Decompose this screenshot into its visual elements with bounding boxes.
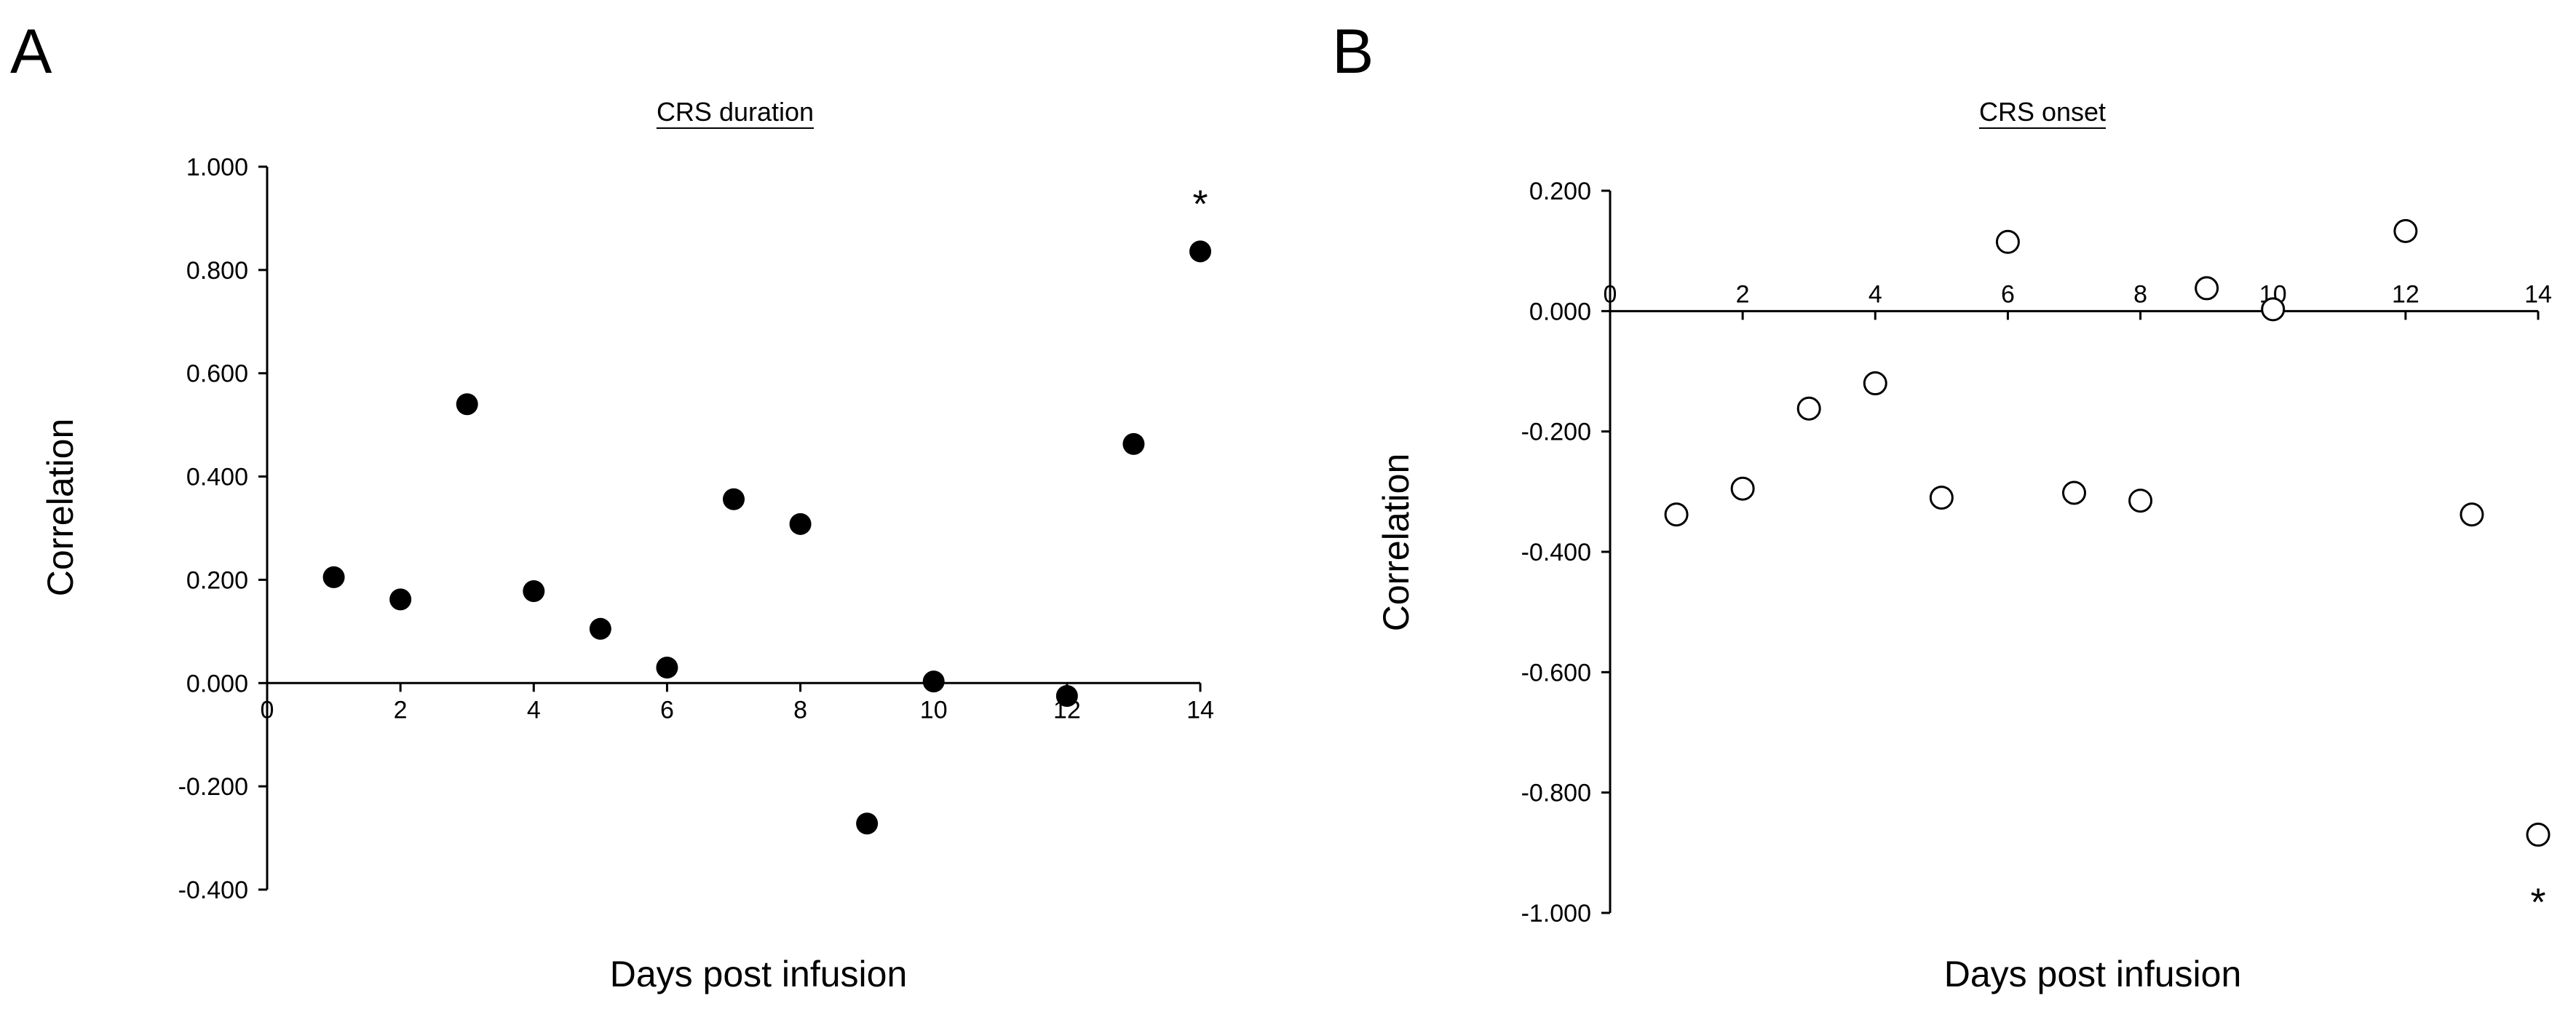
data-point-a (523, 580, 545, 603)
panel-b: B CRS onset Correlation Days post infusi… (1332, 17, 2552, 994)
chart-title-a: CRS duration (657, 97, 814, 127)
panel-a: A CRS duration Correlation Days post inf… (10, 17, 1214, 994)
data-point-b (2393, 218, 2418, 243)
y-tick-label-b: -0.400 (1521, 539, 1591, 566)
y-axis-title-b: Correlation (1376, 454, 1416, 632)
x-tick-label-a: 10 (920, 696, 948, 724)
data-point-b (2261, 297, 2286, 322)
x-tick-label-a: 14 (1186, 696, 1214, 724)
data-point-a (589, 617, 611, 640)
data-point-a (789, 513, 812, 535)
data-point-b (1995, 229, 2020, 254)
y-tick-label-b: 0.200 (1529, 178, 1591, 205)
x-tick-label-a: 6 (660, 696, 674, 724)
data-point-a (1122, 432, 1145, 455)
x-tick-label-a: 4 (527, 696, 541, 724)
y-tick-label-b: 0.000 (1529, 298, 1591, 325)
panel-label-a: A (10, 17, 52, 87)
data-point-a (922, 670, 945, 693)
y-tick-label-a: 0.400 (186, 464, 248, 491)
data-point-a (1055, 685, 1078, 708)
data-point-a (656, 657, 678, 679)
y-tick-label-a: 0.200 (186, 566, 248, 594)
x-tick-label-a: 0 (261, 696, 274, 724)
x-tick-label-a: 2 (394, 696, 408, 724)
y-tick-label-b: -1.000 (1521, 900, 1591, 927)
data-point-b (1730, 476, 1755, 501)
significance-marker-b: * (2530, 880, 2545, 924)
data-point-a (1189, 240, 1211, 263)
x-axis-title-b: Days post infusion (1944, 954, 2242, 994)
y-tick-label-a: -0.400 (178, 877, 248, 904)
x-axis-title-a: Days post infusion (610, 954, 908, 994)
y-tick-label-a: 1.000 (186, 154, 248, 181)
data-point-b (1796, 396, 1821, 421)
data-point-b (2062, 480, 2086, 505)
x-tick-label-b: 14 (2524, 280, 2552, 308)
data-point-b (2526, 823, 2551, 847)
y-axis-title-a: Correlation (40, 419, 81, 597)
x-tick-label-b: 4 (1868, 280, 1882, 308)
data-point-a (322, 566, 345, 588)
data-point-b (2195, 276, 2219, 301)
data-point-a (389, 588, 412, 611)
y-tick-label-a: -0.200 (178, 773, 248, 801)
y-tick-label-b: -0.600 (1521, 659, 1591, 686)
x-tick-label-b: 0 (1604, 280, 1617, 308)
data-point-b (1863, 371, 1887, 396)
plot-area-a: 1.000 0.800 0.600 0.400 0.200 0.000 -0.200 -0.4… (178, 154, 1214, 904)
data-point-a (723, 488, 745, 510)
plot-area-b: 0.200 0.000 -0.200 -0.400 -0.600 -0.800 -1.000… (1521, 178, 2552, 927)
chart-title-b: CRS onset (1979, 97, 2106, 127)
y-tick-label-b: -0.800 (1521, 780, 1591, 807)
data-point-b (2460, 502, 2484, 527)
significance-marker-a: * (1192, 183, 1208, 226)
x-tick-label-b: 12 (2392, 280, 2420, 308)
x-tick-label-b: 6 (2001, 280, 2015, 308)
y-tick-label-a: 0.000 (186, 670, 248, 697)
data-point-b (1929, 486, 1954, 510)
y-tick-label-a: 0.600 (186, 360, 248, 388)
y-tick-label-a: 0.800 (186, 257, 248, 285)
y-tick-label-b: -0.200 (1521, 419, 1591, 446)
data-point-b (2128, 488, 2153, 513)
x-tick-label-b: 8 (2133, 280, 2147, 308)
x-tick-label-b: 2 (1736, 280, 1750, 308)
x-tick-label-a: 8 (793, 696, 807, 724)
data-point-b (1664, 502, 1689, 527)
data-point-a (456, 393, 478, 416)
data-point-a (856, 812, 879, 835)
panel-label-b: B (1332, 17, 1374, 87)
